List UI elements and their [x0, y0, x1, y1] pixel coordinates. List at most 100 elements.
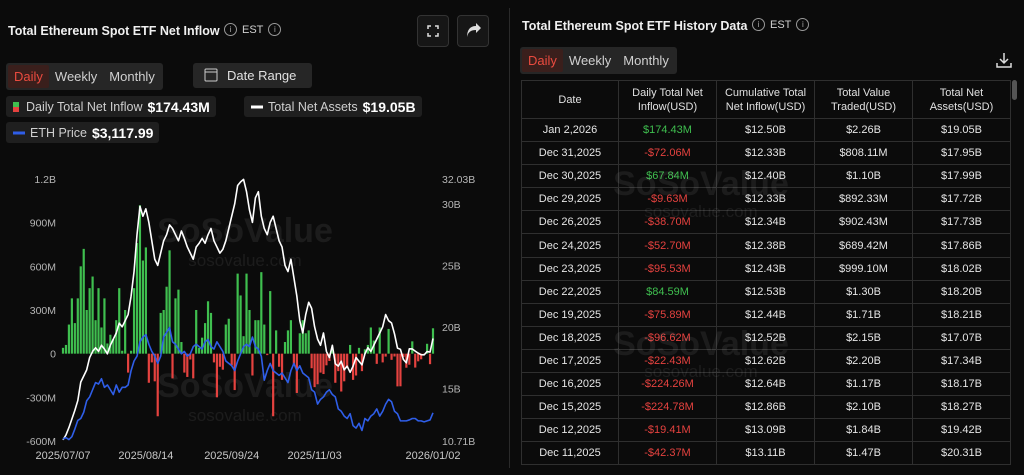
chart-title: Total Ethereum Spot ETF Net Inflow [8, 24, 220, 38]
bar [221, 353, 224, 370]
x-tick-label: 2025/07/07 [35, 450, 90, 462]
chart: SoSoValue sosovalue.com SoSoValue sosova… [26, 174, 475, 462]
scrollbar[interactable] [1012, 80, 1017, 100]
legend-item[interactable]: ETH Price $3,117.99 [6, 122, 160, 143]
tab[interactable]: Monthly [623, 53, 669, 68]
right-panel: Total Ethereum Spot ETF History Data i E… [515, 0, 1024, 475]
bar [420, 353, 423, 360]
column-header: Total Net Assets(USD) [912, 80, 1011, 119]
table-cell: Dec 24,2025 [521, 233, 619, 258]
table-head: Date Daily Total Net Inflow(USD) Cumulativ… [521, 80, 1011, 119]
left-panel: Total Ethereum Spot ETF Net Inflow i EST… [0, 0, 505, 475]
bar [189, 353, 192, 360]
info-icon[interactable]: i [752, 18, 765, 31]
bar [399, 353, 402, 387]
bar [337, 353, 340, 372]
table-cell: Dec 31,2025 [521, 141, 619, 166]
tab[interactable]: Weekly [568, 53, 612, 68]
bar [263, 324, 266, 354]
fullscreen-button[interactable] [417, 15, 449, 47]
bar [384, 353, 387, 357]
table-cell: $18.21B [912, 302, 1011, 327]
table-cell: Dec 26,2025 [521, 210, 619, 235]
legend-swatch [13, 131, 25, 134]
table-cell: $12.38B [716, 233, 815, 258]
date-range-label: Date Range [227, 68, 297, 83]
table-cell: $12.52B [716, 325, 815, 350]
watermark: SoSoValue [157, 212, 333, 250]
table-cell: -$96.62M [618, 325, 717, 350]
table-cell: $17.99B [912, 164, 1011, 189]
y2-tick-label: 15B [442, 383, 461, 395]
timezone[interactable]: i EST i [224, 23, 282, 36]
bar [177, 289, 180, 354]
bar [203, 323, 207, 354]
divider [509, 8, 510, 468]
bar [183, 353, 186, 373]
info-icon[interactable]: i [224, 23, 237, 36]
table-row: Dec 18,2025 -$96.62M $12.52B $2.15B $17.07B [521, 325, 1011, 350]
table-cell: $12.33B [716, 187, 815, 212]
bar [301, 320, 304, 354]
info-icon[interactable]: i [268, 23, 282, 36]
bar [121, 350, 124, 354]
bar [322, 353, 325, 375]
table-cell: $1.47B [814, 441, 913, 466]
bar [390, 353, 393, 360]
y-tick-label: 900M [30, 218, 56, 230]
bar [310, 353, 313, 369]
tab[interactable]: Weekly [54, 69, 98, 84]
table-cell: $2.20B [814, 348, 913, 374]
y-tick-label: 300M [30, 305, 56, 317]
bar [162, 310, 165, 354]
bar [283, 342, 287, 354]
y2-tick-label: 30B [442, 199, 461, 211]
bar [198, 347, 201, 354]
bar [73, 323, 76, 354]
download-icon[interactable] [993, 50, 1015, 70]
bar [325, 353, 328, 366]
table-cell: $17.95B [912, 141, 1011, 166]
legend-item[interactable]: Daily Total Net Inflow $174.43M [6, 96, 216, 117]
table-cell: $1.30B [814, 279, 913, 304]
table-cell: $13.11B [716, 441, 815, 466]
bar [153, 353, 156, 382]
info-icon[interactable]: i [796, 18, 810, 31]
bar [171, 353, 174, 379]
table-title: Total Ethereum Spot ETF History Data [522, 19, 748, 33]
bar [286, 330, 290, 354]
timezone[interactable]: i EST i [752, 18, 810, 31]
header-row: Date Daily Total Net Inflow(USD) Cumulativ… [521, 80, 1011, 119]
table-cell: $12.53B [716, 279, 815, 304]
y-tick-label: 0 [50, 349, 56, 361]
bar [82, 248, 85, 354]
table-cell: Jan 2,2026 [521, 117, 619, 143]
table-row: Dec 22,2025 $84.59M $12.53B $1.30B $18.20B [521, 279, 1011, 304]
bar [201, 337, 204, 354]
bar [375, 353, 378, 364]
table-cell: $13.09B [716, 418, 815, 443]
table-cell: Dec 11,2025 [521, 441, 619, 466]
bar [76, 298, 79, 354]
bar [260, 272, 263, 354]
legend-value: $19.05B [362, 98, 416, 115]
bar [307, 330, 310, 354]
bar [277, 353, 281, 367]
tab[interactable]: Daily [522, 49, 563, 72]
x-tick-label: 2025/11/03 [287, 450, 341, 462]
bar [174, 298, 177, 354]
timezone-label: EST [242, 23, 264, 36]
tab[interactable]: Daily [8, 65, 49, 88]
table-cell: $689.42M [814, 233, 913, 258]
calendar-icon [204, 68, 218, 82]
legend-swatch [251, 105, 263, 108]
share-button[interactable] [457, 15, 489, 47]
table-body: Jan 2,2026 $174.43M $12.50B $2.26B $19.05B De… [521, 117, 1011, 466]
date-range-button[interactable]: Date Range [193, 63, 312, 88]
legend-item[interactable]: Total Net Assets $19.05B [244, 96, 422, 117]
bar [127, 353, 130, 373]
table-cell: $12.50B [716, 117, 815, 143]
tab[interactable]: Monthly [109, 69, 155, 84]
x-tick-label: 2025/09/24 [204, 450, 259, 462]
watermark-layer: SoSoValue sosovalue.com SoSoValue sosova… [613, 165, 789, 381]
